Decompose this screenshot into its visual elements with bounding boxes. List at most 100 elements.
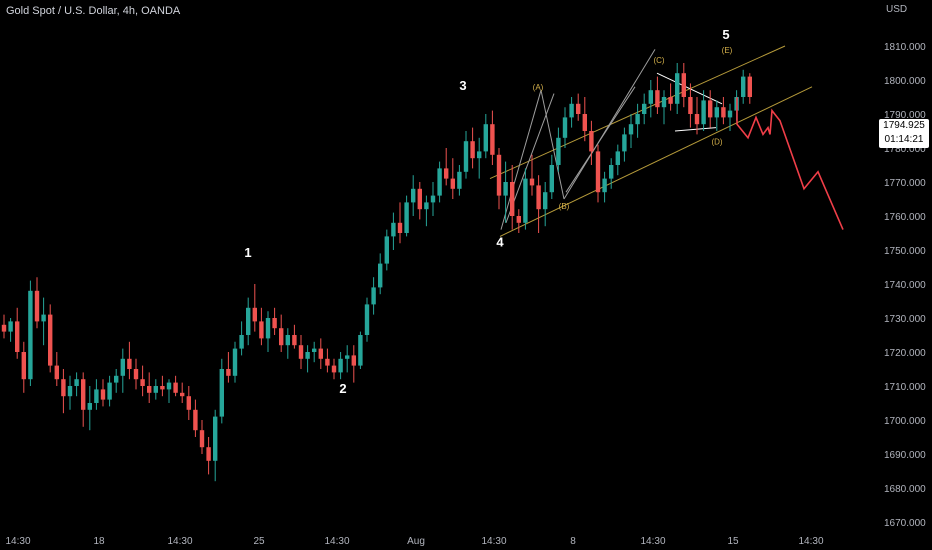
candle-body: [510, 182, 515, 216]
candle-body: [312, 348, 317, 352]
candle-body: [246, 307, 251, 335]
candle-body: [318, 348, 323, 359]
candle-body: [87, 403, 92, 410]
candle-body: [562, 117, 568, 138]
candle-body: [259, 321, 264, 339]
candle-body: [668, 97, 673, 104]
candle-body: [424, 202, 429, 210]
last-price-tag: 1794.925 01:14:21: [879, 119, 929, 148]
y-axis[interactable]: USD 1670.000 1680.000 1690.000 1700.000 1710.…: [878, 0, 932, 550]
zigzag-line: [563, 49, 656, 200]
wave-label-5: 5: [722, 27, 729, 42]
candle-body: [483, 124, 488, 152]
y-tick-label: 1790.000: [884, 110, 926, 121]
candle-body: [140, 379, 145, 386]
candle-body: [279, 328, 284, 346]
x-tick-label: Aug: [407, 536, 425, 547]
candle-body: [615, 151, 620, 165]
candle-body: [714, 107, 719, 118]
candle-body: [153, 386, 158, 393]
candle-body: [21, 352, 26, 380]
candle-body: [741, 76, 746, 97]
candle-body: [180, 392, 185, 397]
y-tick-label: 1700.000: [884, 416, 926, 427]
candle-body: [648, 90, 653, 104]
candle-body: [417, 188, 422, 210]
sub-wave-label: (E): [722, 46, 733, 55]
candle-body: [226, 369, 231, 376]
candle-body: [338, 358, 343, 373]
candle-body: [391, 222, 396, 237]
candle-body: [325, 358, 330, 366]
symbol-title: Gold Spot / U.S. Dollar, 4h, OANDA: [6, 5, 181, 17]
candle-body: [305, 352, 310, 359]
candle-body: [688, 97, 693, 114]
candle-body: [543, 192, 548, 210]
candle-body: [265, 318, 271, 339]
wave-label-2: 2: [339, 381, 346, 396]
candle-body: [747, 76, 752, 97]
candle-body: [642, 103, 647, 114]
projection-layer: [736, 97, 844, 230]
x-tick-label: 14:30: [324, 536, 349, 547]
candle-body: [252, 307, 257, 322]
x-tick-label: 18: [93, 536, 105, 547]
candle-body: [470, 141, 475, 159]
candle-body: [298, 345, 304, 359]
sub-wave-label: (A): [533, 83, 544, 92]
candle-body: [404, 202, 409, 233]
candle-body: [206, 447, 211, 461]
candle-body: [378, 263, 383, 288]
x-axis[interactable]: 14:30 18 14:30 25 14:30 Aug 14:30 8 14:30 15 14:30: [5, 536, 823, 547]
candle-body: [721, 107, 726, 118]
candle-body: [193, 409, 198, 431]
candle-body: [127, 358, 132, 369]
wave-label-3: 3: [459, 78, 466, 93]
candle-body: [114, 375, 119, 383]
y-tick-label: 1810.000: [884, 42, 926, 53]
candle-body: [681, 73, 686, 97]
x-tick-label: 14:30: [5, 536, 30, 547]
candle-body: [213, 416, 218, 461]
candle-body: [701, 100, 706, 125]
wave-label-1: 1: [244, 245, 251, 260]
candle-body: [549, 165, 554, 193]
bar-countdown: 01:14:21: [884, 134, 924, 145]
candle-body: [609, 165, 614, 179]
candle-body: [384, 236, 389, 264]
candle-body: [397, 222, 403, 233]
y-tick-label: 1800.000: [884, 76, 926, 87]
zigzag-line: [540, 90, 565, 200]
candle-body: [430, 195, 436, 203]
candle-body: [166, 382, 172, 390]
y-tick-label: 1690.000: [884, 450, 926, 461]
triangle-upper-line: [656, 72, 723, 105]
x-tick-label: 14:30: [167, 536, 192, 547]
y-tick-label: 1680.000: [884, 484, 926, 495]
candle-body: [727, 110, 733, 118]
candle-body: [15, 321, 20, 352]
candle-body: [358, 335, 363, 366]
candle-body: [523, 178, 528, 223]
candle-body: [457, 171, 462, 189]
candles-layer: [1, 63, 752, 482]
candle-body: [589, 131, 594, 152]
candle-body: [371, 287, 376, 305]
candle-body: [28, 290, 33, 380]
sub-wave-label: (B): [559, 202, 570, 211]
candle-body: [48, 314, 53, 366]
candle-body: [463, 141, 469, 172]
candle-body: [661, 97, 667, 108]
candle-body: [628, 124, 634, 135]
x-tick-label: 8: [570, 536, 576, 547]
candle-body: [516, 216, 521, 223]
candle-body: [147, 386, 152, 393]
candle-body: [655, 90, 660, 108]
candle-body: [81, 379, 86, 410]
candle-body: [133, 369, 139, 380]
x-tick-label: 14:30: [798, 536, 823, 547]
candle-body: [100, 389, 106, 400]
candle-body: [411, 188, 416, 203]
candle-body: [8, 321, 13, 332]
